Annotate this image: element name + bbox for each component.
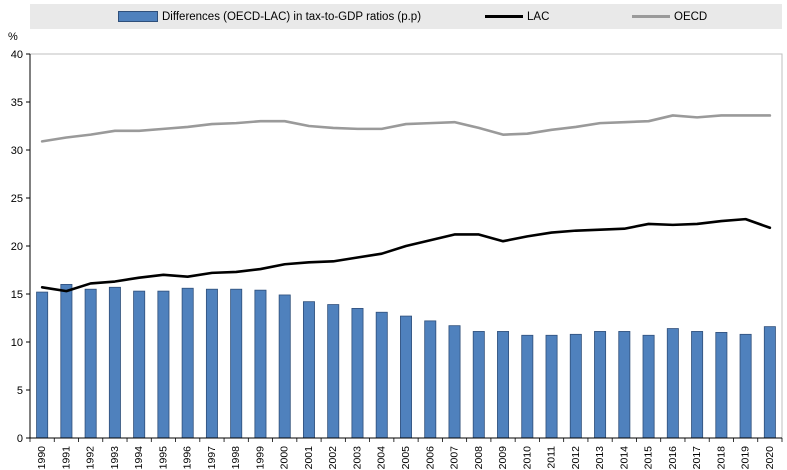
y-axis-label: % bbox=[8, 31, 18, 43]
bar-2014 bbox=[618, 331, 631, 439]
x-tick-label-2007: 2007 bbox=[449, 446, 461, 470]
legend-label-differences: Differences (OECD-LAC) in tax-to-GDP rat… bbox=[162, 10, 422, 23]
bar-2016 bbox=[666, 328, 679, 439]
x-tick-label-2017: 2017 bbox=[691, 446, 703, 470]
bar-2020 bbox=[763, 326, 776, 439]
x-tick-label-1995: 1995 bbox=[157, 446, 169, 470]
x-tick-label-2018: 2018 bbox=[715, 446, 727, 470]
x-tick-label-2013: 2013 bbox=[594, 446, 606, 470]
x-tick-label-1991: 1991 bbox=[60, 446, 72, 470]
bar-2005 bbox=[400, 315, 412, 439]
x-tick-label-2001: 2001 bbox=[303, 446, 315, 470]
bar-2018 bbox=[715, 331, 728, 439]
x-tick-label-2005: 2005 bbox=[400, 446, 412, 470]
legend-item-oecd: OECD bbox=[632, 4, 707, 29]
legend-swatch-oecd bbox=[632, 15, 670, 18]
y-tick-label-15: 15 bbox=[11, 289, 23, 301]
bar-2002 bbox=[327, 304, 340, 439]
x-tick-label-2004: 2004 bbox=[376, 446, 388, 470]
bar-2004 bbox=[375, 311, 388, 439]
bar-1993 bbox=[108, 286, 121, 439]
bar-2006 bbox=[424, 320, 437, 439]
x-tick-label-2010: 2010 bbox=[521, 446, 533, 470]
x-tick-label-1996: 1996 bbox=[182, 446, 194, 470]
legend-item-differences: Differences (OECD-LAC) in tax-to-GDP rat… bbox=[118, 4, 421, 29]
y-tick-label-5: 5 bbox=[17, 385, 23, 397]
y-axis: 0 5 10 15 20 25 30 35 40 bbox=[11, 49, 31, 445]
line-lac bbox=[40, 217, 772, 293]
x-tick-label-2009: 2009 bbox=[497, 446, 509, 470]
x-tick-label-2000: 2000 bbox=[279, 446, 291, 470]
legend-label-oecd: OECD bbox=[674, 10, 708, 23]
bar-1991 bbox=[60, 283, 73, 439]
x-tick-label-2002: 2002 bbox=[327, 446, 339, 470]
x-tick-label-2020: 2020 bbox=[764, 446, 776, 470]
x-tick-label-1992: 1992 bbox=[85, 446, 97, 470]
x-tick-label-1994: 1994 bbox=[133, 446, 145, 470]
legend: Differences (OECD-LAC) in tax-to-GDP rat… bbox=[30, 4, 782, 29]
x-tick-label-1993: 1993 bbox=[109, 446, 121, 470]
bar-2012 bbox=[569, 333, 582, 439]
y-tick-label-40: 40 bbox=[11, 49, 23, 61]
bar-1995 bbox=[157, 290, 170, 439]
bar-1992 bbox=[84, 288, 97, 439]
y-tick-label-30: 30 bbox=[11, 145, 23, 157]
bar-1994 bbox=[133, 290, 146, 439]
y-tick-label-20: 20 bbox=[11, 241, 23, 253]
x-tick-label-2016: 2016 bbox=[667, 446, 679, 470]
x-axis: 1990 1991 1992 1993 1994 1995 1996 1997 1998 1999… bbox=[29, 437, 783, 470]
legend-swatch-lac bbox=[485, 15, 523, 18]
bar-2008 bbox=[472, 331, 485, 439]
x-tick-label-2003: 2003 bbox=[351, 446, 363, 470]
line-series bbox=[40, 114, 772, 293]
x-tick-label-2014: 2014 bbox=[618, 446, 630, 470]
bar-2000 bbox=[278, 294, 291, 439]
x-tick-label-1997: 1997 bbox=[206, 446, 218, 470]
bar-2010 bbox=[521, 334, 534, 439]
legend-label-lac: LAC bbox=[527, 10, 550, 23]
bar-2003 bbox=[351, 307, 364, 439]
x-tick-label-2015: 2015 bbox=[643, 446, 655, 470]
x-tick-label-2008: 2008 bbox=[473, 446, 485, 470]
legend-swatch-differences bbox=[118, 11, 158, 22]
bar-2007 bbox=[448, 325, 461, 439]
x-tick-label-2019: 2019 bbox=[740, 446, 752, 470]
bar-2001 bbox=[302, 301, 315, 439]
x-tick-label-1999: 1999 bbox=[254, 446, 266, 470]
legend-item-lac: LAC bbox=[485, 4, 549, 29]
x-tick-label-1990: 1990 bbox=[36, 446, 48, 470]
line-oecd bbox=[40, 114, 772, 143]
bar-1990 bbox=[36, 291, 49, 439]
y-tick-label-25: 25 bbox=[11, 193, 23, 205]
x-tick-label-1998: 1998 bbox=[230, 446, 242, 470]
bar-1996 bbox=[181, 287, 194, 439]
bar-2017 bbox=[691, 331, 704, 439]
bar-1998 bbox=[230, 288, 243, 439]
y-tick-label-35: 35 bbox=[11, 97, 23, 109]
x-tick-label-2011: 2011 bbox=[546, 446, 558, 469]
bar-2019 bbox=[739, 333, 752, 439]
y-tick-label-10: 10 bbox=[11, 337, 23, 349]
bar-2011 bbox=[545, 334, 558, 439]
bar-2013 bbox=[594, 331, 607, 439]
bar-2009 bbox=[497, 331, 510, 439]
bar-1997 bbox=[205, 288, 218, 439]
x-tick-label-2006: 2006 bbox=[424, 446, 436, 470]
bar-1999 bbox=[254, 289, 267, 439]
bar-2015 bbox=[642, 334, 655, 439]
x-tick-label-2012: 2012 bbox=[570, 446, 582, 470]
y-tick-label-0: 0 bbox=[17, 433, 23, 445]
